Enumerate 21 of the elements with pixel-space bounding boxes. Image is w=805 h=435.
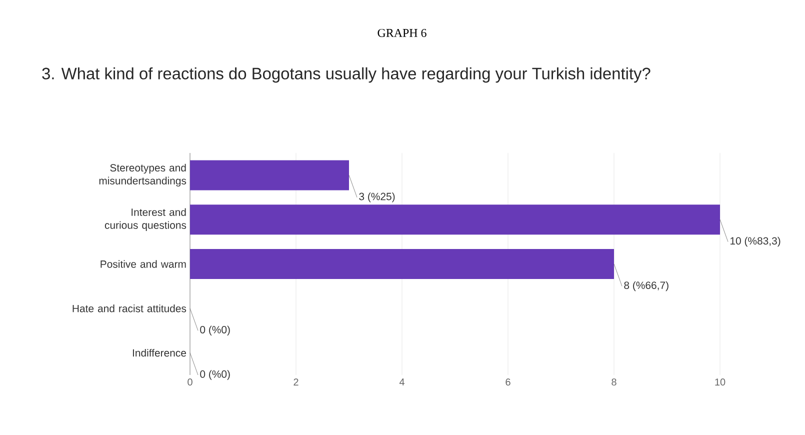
data-label: 8 (%66,7) <box>624 281 668 292</box>
chart-title: GRAPH 6 <box>378 28 426 37</box>
y-tick-label: Indifference <box>132 348 186 357</box>
x-tick-label: 10 <box>715 378 726 386</box>
x-tick-label: 4 <box>399 378 404 386</box>
bar <box>190 204 720 235</box>
y-tick-label: Positive and warm <box>100 260 186 268</box>
x-tick-label: 8 <box>612 378 616 386</box>
y-tick-label: Interest and curious questions <box>104 208 186 231</box>
bar <box>190 248 614 279</box>
data-label: 0 (%0) <box>200 326 230 336</box>
y-tick-label: Hate and racist attitudes <box>72 304 186 312</box>
data-label: 10 (%83,3) <box>730 236 780 247</box>
x-tick-label: 0 <box>188 378 192 386</box>
bar <box>190 160 350 190</box>
y-tick-label: Stereotypes and misundertsandings <box>99 164 186 187</box>
x-tick-label: 2 <box>294 378 298 386</box>
x-tick-label: 6 <box>506 378 510 386</box>
data-label: 3 (%25) <box>359 192 395 202</box>
chart-subtitle: 3. What kind of reactions do Bogotans usually have regarding your Turkish identity? <box>42 67 650 83</box>
data-label: 0 (%0) <box>200 370 230 380</box>
